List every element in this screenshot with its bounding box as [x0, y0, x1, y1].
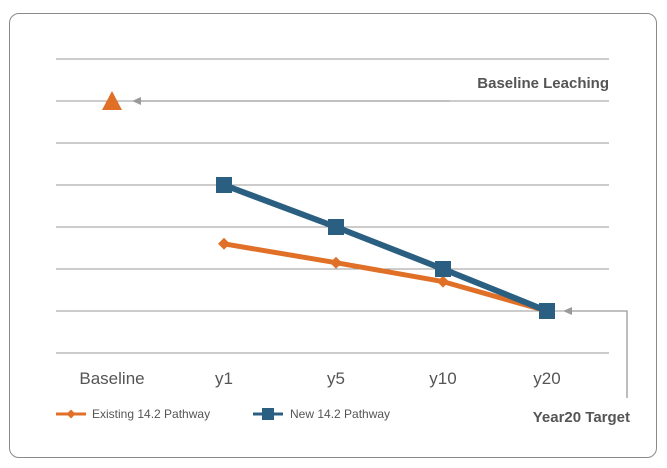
- gridlines: [56, 58, 609, 354]
- series-line: [223, 241, 548, 314]
- series-line: [222, 182, 549, 314]
- x-tick-label: Baseline: [79, 369, 144, 388]
- annotation-arrows: [132, 97, 628, 398]
- x-axis-ticks: Baseline y1 y5 y10 y20: [79, 369, 560, 388]
- x-tick-label: y5: [327, 369, 345, 388]
- data-point: [330, 256, 342, 269]
- legend-item-existing: Existing 14.2 Pathway: [56, 407, 210, 421]
- legend-new-marker: [262, 408, 274, 420]
- legend-existing-label: Existing 14.2 Pathway: [92, 407, 210, 421]
- x-tick-label: y10: [429, 369, 456, 388]
- series-lines: [102, 91, 555, 319]
- data-point: [328, 219, 344, 235]
- legend-item-new: New 14.2 Pathway: [253, 407, 390, 421]
- baseline-leaching-label: Baseline Leaching: [477, 75, 609, 92]
- target-arrow-head: [563, 307, 572, 315]
- baseline-marker: [102, 91, 122, 110]
- data-point: [218, 237, 230, 250]
- target-arrow-line: [572, 310, 628, 398]
- data-point: [539, 303, 555, 319]
- series-0: [218, 237, 553, 317]
- legend-new-label: New 14.2 Pathway: [290, 407, 390, 421]
- data-point: [216, 177, 232, 193]
- baseline-arrow-head: [132, 97, 141, 105]
- chart-card: [9, 13, 657, 458]
- year20-target-label: Year20 Target: [533, 409, 630, 426]
- legend-existing-marker: [66, 409, 76, 419]
- x-tick-label: y20: [533, 369, 560, 388]
- data-point: [437, 275, 449, 288]
- data-point: [435, 261, 451, 277]
- x-tick-label: y1: [215, 369, 233, 388]
- legend: Existing 14.2 Pathway New 14.2 Pathway: [56, 407, 390, 421]
- series-1: [216, 177, 555, 319]
